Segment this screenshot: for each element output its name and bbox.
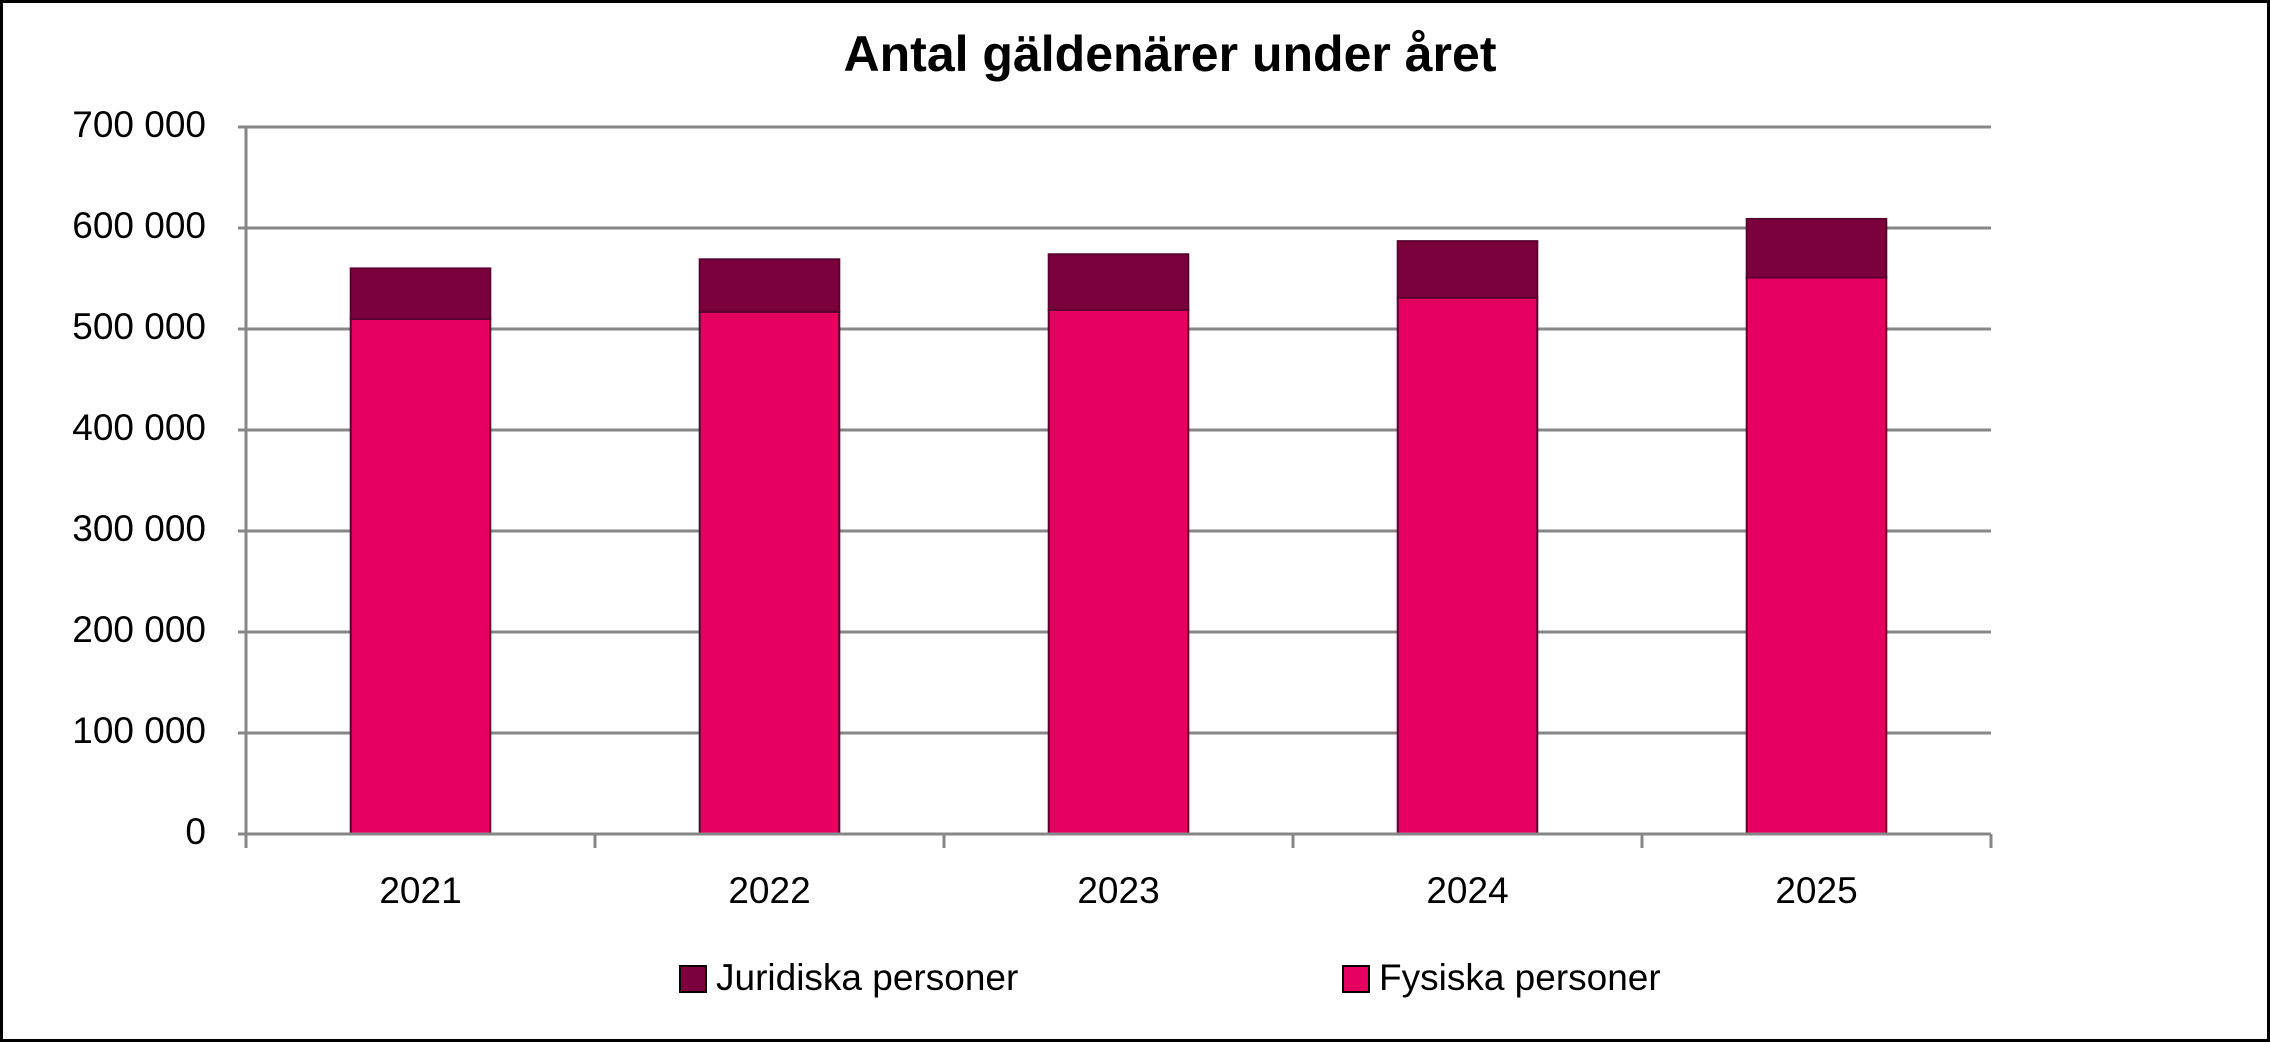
- y-tick-label: 700 000: [72, 104, 206, 145]
- bar-segment: [1745, 217, 1888, 279]
- x-tick-label: 2022: [728, 870, 810, 911]
- bar-segment: [698, 310, 841, 835]
- bar-segment: [1047, 308, 1190, 835]
- bar-segment: [1396, 296, 1539, 835]
- bar-segment: [349, 317, 492, 835]
- legend-label: Juridiska personer: [716, 957, 1018, 998]
- bar-segment: [349, 267, 492, 320]
- bar-segment: [1396, 240, 1539, 299]
- y-tick-label: 200 000: [72, 609, 206, 650]
- x-tick-label: 2023: [1077, 870, 1159, 911]
- legend-label: Fysiska personer: [1379, 957, 1661, 998]
- y-tick-label: 600 000: [72, 205, 206, 246]
- y-tick-label: 100 000: [72, 710, 206, 751]
- y-tick-label: 400 000: [72, 407, 206, 448]
- x-tick-label: 2025: [1775, 870, 1857, 911]
- y-tick-label: 500 000: [72, 306, 206, 347]
- bar-segment: [698, 258, 841, 313]
- chart-title: Antal gäldenärer under året: [844, 26, 1497, 82]
- y-tick-label: 0: [185, 811, 206, 852]
- legend-swatch: [679, 965, 707, 993]
- x-tick-label: 2024: [1426, 870, 1508, 911]
- legend-swatch: [1342, 965, 1370, 993]
- y-tick-label: 300 000: [72, 508, 206, 549]
- bar-segment: [1745, 276, 1888, 835]
- x-tick-label: 2021: [379, 870, 461, 911]
- bar-segment: [1047, 253, 1190, 311]
